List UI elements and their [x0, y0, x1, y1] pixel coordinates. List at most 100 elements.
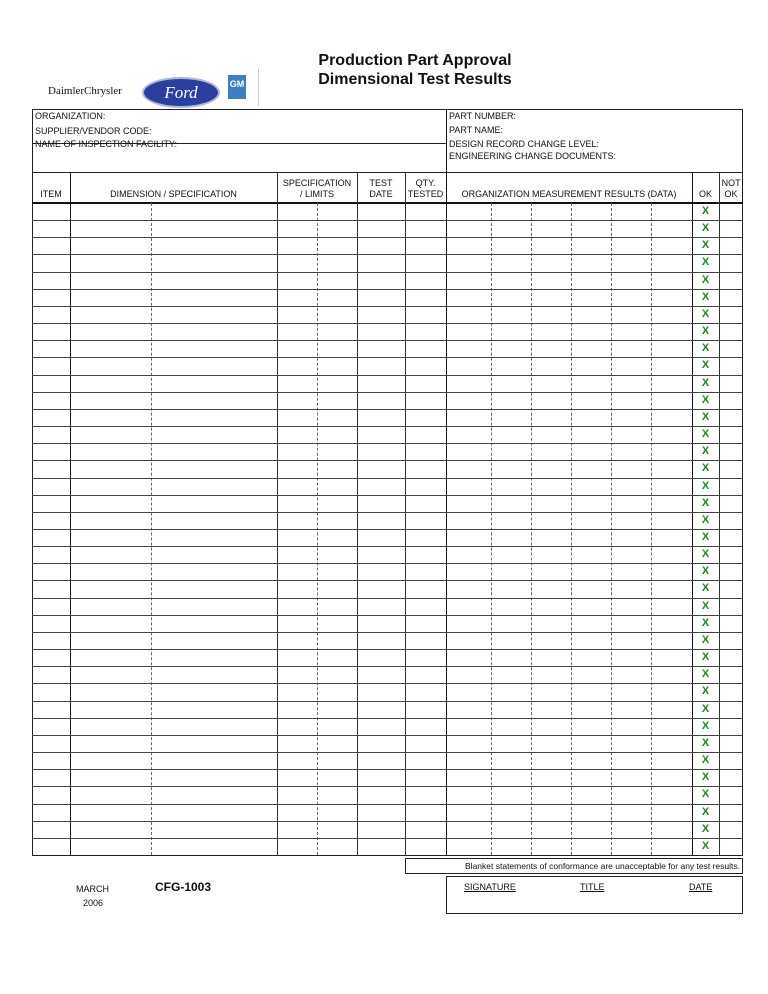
table-row[interactable]: [32, 735, 743, 752]
table-row[interactable]: [32, 237, 743, 254]
form-title-line1: Production Part Approval: [318, 52, 512, 69]
results-table: [32, 172, 743, 856]
table-row[interactable]: [32, 357, 743, 374]
ok-mark: X: [701, 256, 710, 269]
part-number-field[interactable]: PART NUMBER:: [449, 111, 517, 121]
row-divider: [32, 374, 743, 376]
row-divider: [32, 700, 743, 702]
organization-field[interactable]: ORGANIZATION:: [35, 111, 106, 121]
blanket-statement-box: Blanket statements of conformance are un…: [405, 858, 743, 874]
revision-month: MARCH: [76, 884, 109, 894]
daimlerchrysler-logo: DaimlerChrysler: [48, 85, 122, 97]
table-row[interactable]: [32, 598, 743, 615]
ok-mark: X: [701, 805, 710, 818]
title-field[interactable]: TITLE: [580, 882, 605, 892]
table-row[interactable]: [32, 272, 743, 289]
table-row[interactable]: [32, 718, 743, 735]
table-row[interactable]: [32, 409, 743, 426]
table-row[interactable]: [32, 220, 743, 237]
row-divider: [32, 666, 743, 668]
logo-divider: [258, 68, 259, 106]
signature-field[interactable]: SIGNATURE: [464, 882, 516, 892]
ok-mark: X: [701, 513, 710, 526]
table-row[interactable]: [32, 821, 743, 838]
row-divider: [32, 494, 743, 496]
table-row[interactable]: [32, 546, 743, 563]
row-divider: [32, 237, 743, 239]
table-row[interactable]: [32, 289, 743, 306]
row-divider: [32, 460, 743, 462]
column-divider: [719, 172, 720, 855]
table-row[interactable]: [32, 443, 743, 460]
ok-mark: X: [701, 548, 710, 561]
ok-mark: X: [701, 788, 710, 801]
row-divider: [32, 477, 743, 479]
ok-mark: X: [701, 771, 710, 784]
table-row[interactable]: [32, 580, 743, 597]
col-qty-tested: QTY. TESTED: [407, 178, 444, 199]
row-divider: [32, 271, 743, 273]
design-record-field[interactable]: DESIGN RECORD CHANGE LEVEL:: [449, 139, 600, 149]
table-row[interactable]: [32, 563, 743, 580]
table-row[interactable]: [32, 478, 743, 495]
ok-mark: X: [701, 290, 710, 303]
row-divider: [32, 769, 743, 771]
ok-mark: X: [701, 599, 710, 612]
table-row[interactable]: [32, 752, 743, 769]
date-field[interactable]: DATE: [689, 882, 713, 892]
table-row[interactable]: [32, 786, 743, 803]
ok-mark: X: [701, 205, 710, 217]
col-dimension: DIMENSION / SPECIFICATION: [110, 189, 237, 199]
ok-mark: X: [701, 359, 710, 372]
table-row[interactable]: [32, 666, 743, 683]
supplier-code-field[interactable]: SUPPLIER/VENDOR CODE:: [35, 126, 152, 136]
ok-mark: X: [701, 307, 710, 320]
row-divider: [32, 546, 743, 548]
table-row[interactable]: [32, 323, 743, 340]
table-row[interactable]: [32, 804, 743, 821]
ok-mark: X: [701, 754, 710, 767]
table-row[interactable]: [32, 632, 743, 649]
ok-mark: X: [701, 445, 710, 458]
table-row[interactable]: [32, 769, 743, 786]
ok-mark: X: [701, 376, 710, 389]
row-divider: [32, 837, 743, 839]
inspection-facility-field[interactable]: NAME OF INSPECTION FACILITY:: [35, 139, 178, 149]
ok-mark: X: [701, 342, 710, 355]
table-row[interactable]: [32, 529, 743, 546]
table-row[interactable]: [32, 426, 743, 443]
row-divider: [32, 391, 743, 393]
table-row[interactable]: [32, 460, 743, 477]
table-row[interactable]: [32, 512, 743, 529]
row-divider: [32, 803, 743, 805]
row-divider: [32, 786, 743, 788]
col-item: ITEM: [40, 189, 62, 199]
ok-mark: X: [701, 633, 710, 646]
ok-mark: X: [701, 651, 710, 664]
column-divider: [357, 172, 358, 855]
table-row[interactable]: [32, 495, 743, 512]
row-divider: [32, 649, 743, 651]
table-row[interactable]: [32, 649, 743, 666]
table-row[interactable]: [32, 683, 743, 700]
row-divider: [32, 529, 743, 530]
table-row[interactable]: [32, 306, 743, 323]
column-divider: [446, 172, 447, 855]
table-row[interactable]: [32, 375, 743, 392]
col-not-ok: NOT OK: [721, 178, 741, 199]
ok-mark: X: [701, 410, 710, 423]
engineering-docs-field[interactable]: ENGINEERING CHANGE DOCUMENTS:: [449, 151, 617, 161]
table-row[interactable]: [32, 701, 743, 718]
ok-mark: X: [701, 325, 710, 338]
table-row[interactable]: [32, 340, 743, 357]
table-row[interactable]: [32, 615, 743, 632]
table-row[interactable]: [32, 838, 743, 855]
table-row[interactable]: [32, 392, 743, 409]
part-name-field[interactable]: PART NAME:: [449, 125, 504, 135]
ok-mark: X: [701, 582, 710, 595]
row-divider: [32, 631, 743, 633]
table-row[interactable]: [32, 254, 743, 271]
gm-logo: GM: [228, 75, 246, 99]
column-divider: [405, 172, 406, 855]
table-row[interactable]: [32, 203, 743, 220]
